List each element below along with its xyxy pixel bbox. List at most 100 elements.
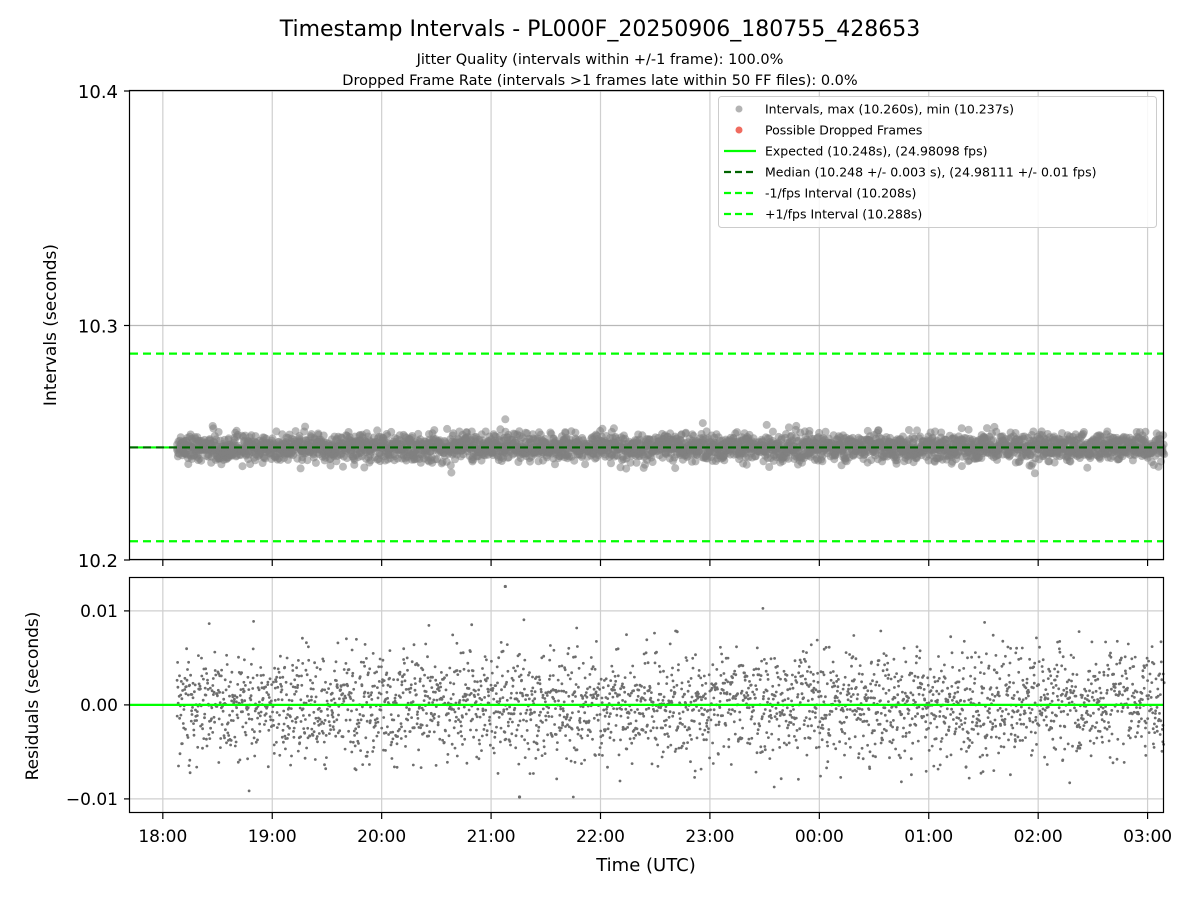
residual-point — [531, 686, 535, 690]
residual-point — [643, 698, 647, 702]
residual-point — [235, 713, 239, 717]
residual-point — [308, 713, 311, 717]
residual-point — [347, 729, 350, 733]
residual-point — [653, 631, 656, 635]
residual-point — [494, 692, 498, 695]
residual-point — [224, 688, 228, 692]
residual-point — [767, 736, 770, 739]
residual-point — [625, 633, 628, 637]
residual-point — [409, 686, 413, 690]
interval-point — [197, 456, 206, 465]
residual-point — [399, 696, 402, 699]
residual-point — [709, 718, 713, 722]
residual-point — [344, 696, 347, 700]
residual-point — [446, 753, 450, 756]
residual-point — [295, 666, 298, 670]
residual-point — [403, 679, 407, 683]
residual-point — [391, 730, 395, 734]
residual-point — [292, 726, 296, 730]
interval-point — [551, 460, 559, 469]
residual-point — [646, 661, 650, 665]
residual-point — [244, 721, 248, 725]
residual-point — [292, 730, 295, 733]
residual-point — [566, 652, 570, 656]
residual-point — [354, 768, 358, 772]
residual-point — [583, 711, 587, 715]
residual-point — [781, 709, 784, 712]
residual-point — [195, 765, 199, 769]
residual-point — [323, 763, 326, 767]
residual-point — [376, 720, 380, 724]
residual-point — [476, 693, 480, 696]
residual-point — [557, 689, 561, 693]
residual-point — [677, 712, 681, 715]
residual-point — [461, 743, 464, 746]
residual-point — [412, 726, 416, 730]
residual-point — [619, 687, 622, 691]
residual-point — [191, 696, 195, 700]
residual-point — [366, 691, 370, 695]
residual-point — [415, 722, 419, 726]
residual-point — [427, 734, 430, 738]
residual-point — [750, 736, 754, 740]
residual-point — [485, 729, 489, 733]
interval-point — [671, 464, 680, 473]
residual-point — [651, 726, 655, 730]
residual-point — [448, 666, 452, 670]
residual-point — [316, 719, 320, 723]
residual-point — [516, 664, 519, 668]
residual-point — [213, 650, 217, 654]
residual-point — [494, 684, 498, 687]
residual-point — [727, 708, 731, 711]
interval-point — [339, 462, 347, 471]
residual-point — [301, 636, 304, 640]
residual-point — [740, 736, 744, 740]
residual-point — [573, 760, 577, 764]
residual-point — [288, 726, 291, 730]
residual-point — [200, 674, 204, 678]
residual-point — [605, 711, 609, 715]
residual-point — [483, 696, 486, 699]
residual-point — [282, 722, 286, 726]
residual-point — [569, 759, 573, 763]
interval-point — [609, 424, 618, 433]
residual-point — [467, 669, 470, 673]
residual-point — [206, 681, 210, 685]
residual-point — [284, 716, 288, 720]
residual-point — [195, 719, 199, 722]
residual-point — [469, 692, 473, 695]
residual-point — [258, 722, 261, 726]
residual-point — [366, 750, 369, 754]
residual-point — [211, 731, 215, 734]
residual-point — [430, 686, 434, 689]
residual-point — [327, 687, 330, 690]
interval-point-max — [501, 415, 510, 424]
residual-point — [211, 684, 215, 687]
residual-point — [228, 713, 232, 717]
residual-point — [774, 706, 778, 710]
residual-point — [238, 694, 242, 697]
residual-point — [495, 725, 498, 729]
interval-point — [1141, 427, 1150, 436]
residual-point — [755, 688, 759, 691]
residual-point — [557, 699, 560, 703]
residual-point — [297, 659, 300, 662]
interval-point — [303, 456, 312, 465]
residual-point — [290, 699, 294, 703]
residual-point — [705, 721, 708, 725]
residual-point — [735, 645, 738, 649]
legend-label-intervals: Intervals, max (10.260s), min (10.237s) — [765, 102, 1014, 117]
residual-point — [309, 678, 312, 682]
chart-subtitle-jitter: Jitter Quality (intervals within +/-1 fr… — [416, 52, 784, 68]
residual-point — [237, 655, 240, 659]
residual-point — [190, 709, 194, 713]
residual-point — [721, 688, 725, 692]
residual-point — [456, 731, 460, 735]
residual-point — [250, 662, 253, 666]
residuals-panel: −0.010.000.01 18:00 19:00 20:00 21:00 22:00 2… — [23, 576, 1172, 876]
residual-point — [600, 696, 604, 700]
residual-point — [289, 707, 293, 710]
residual-point — [723, 681, 726, 685]
residual-point — [236, 683, 240, 686]
residual-point — [574, 695, 577, 698]
